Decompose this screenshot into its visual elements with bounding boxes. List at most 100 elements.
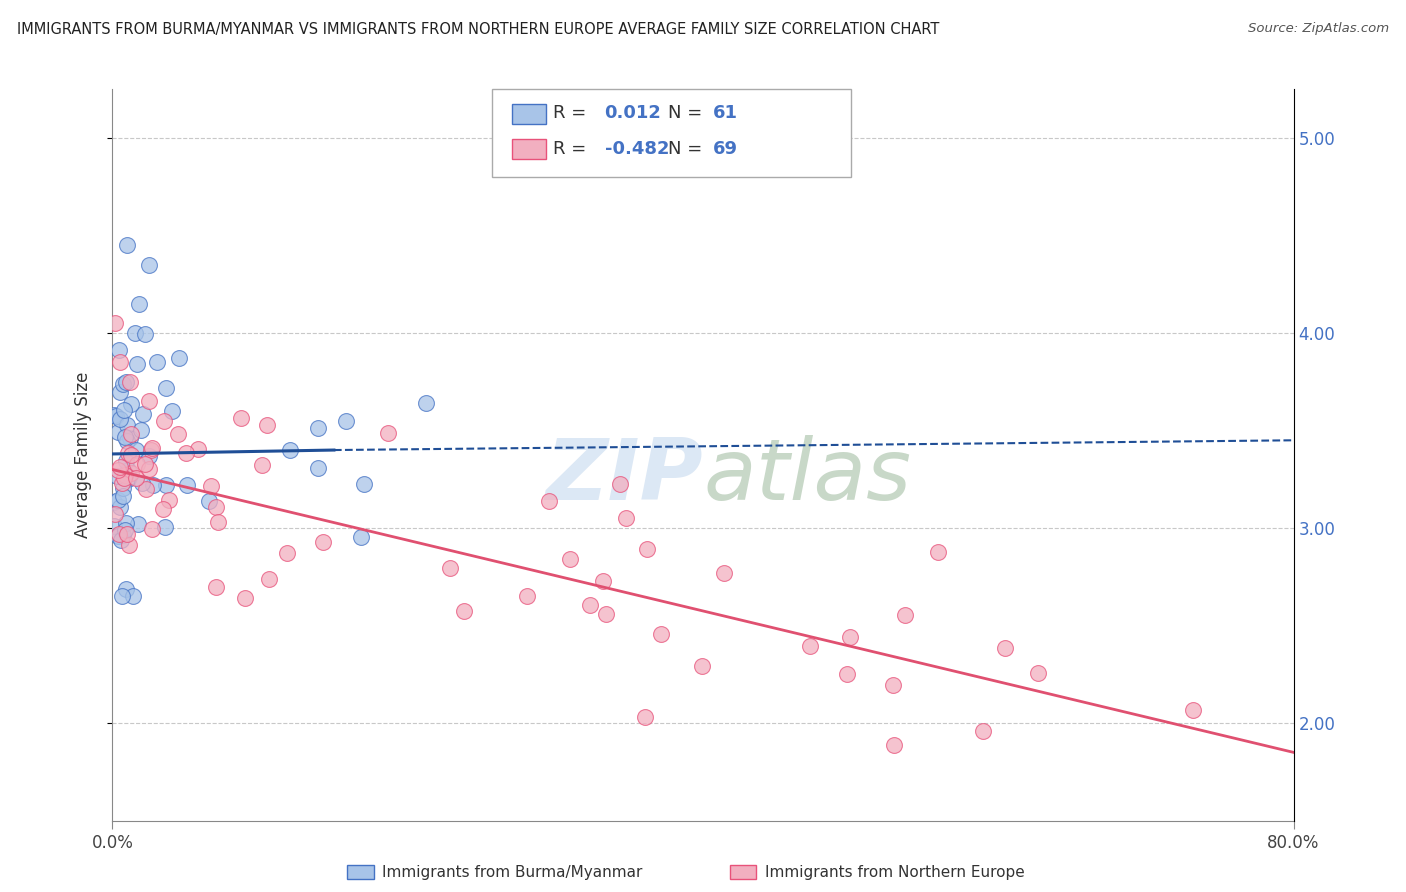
- Point: [110, 460, 132, 475]
- Point: [107, 425, 129, 439]
- Point: [141, 443, 163, 458]
- Point: [111, 489, 134, 503]
- Point: [118, 470, 141, 484]
- Point: [415, 396, 437, 410]
- Point: [176, 478, 198, 492]
- Point: [103, 494, 125, 508]
- Point: [157, 493, 180, 508]
- Text: N =: N =: [668, 140, 702, 158]
- Point: [104, 409, 127, 423]
- Point: [115, 454, 138, 468]
- Point: [713, 566, 735, 581]
- Text: ZIP: ZIP: [546, 435, 703, 518]
- Point: [115, 375, 138, 389]
- Point: [114, 429, 136, 443]
- Text: 0.012: 0.012: [605, 104, 661, 122]
- Point: [276, 546, 298, 560]
- Point: [205, 500, 228, 514]
- Point: [107, 492, 129, 507]
- Text: atlas: atlas: [703, 435, 911, 518]
- Point: [353, 477, 375, 491]
- Point: [107, 529, 129, 543]
- Point: [117, 238, 138, 252]
- Point: [120, 375, 142, 389]
- Point: [614, 511, 637, 525]
- Point: [993, 641, 1015, 656]
- Point: [634, 710, 657, 724]
- Point: [155, 381, 177, 395]
- Text: IMMIGRANTS FROM BURMA/MYANMAR VS IMMIGRANTS FROM NORTHERN EUROPE AVERAGE FAMILY : IMMIGRANTS FROM BURMA/MYANMAR VS IMMIGRA…: [17, 22, 939, 37]
- Point: [127, 517, 149, 532]
- Point: [166, 426, 188, 441]
- Point: [112, 471, 135, 485]
- Point: [111, 377, 134, 392]
- Point: [114, 516, 136, 530]
- Point: [108, 411, 131, 425]
- Point: [132, 407, 155, 421]
- Point: [894, 607, 917, 622]
- Point: [153, 520, 176, 534]
- Point: [516, 589, 538, 603]
- Text: Immigrants from Burma/Myanmar: Immigrants from Burma/Myanmar: [382, 865, 643, 880]
- Point: [120, 449, 142, 463]
- Point: [1026, 666, 1049, 681]
- Text: -0.482: -0.482: [605, 140, 669, 158]
- Point: [650, 626, 672, 640]
- Point: [186, 442, 208, 456]
- Point: [592, 574, 614, 589]
- Point: [111, 481, 134, 495]
- Point: [120, 426, 142, 441]
- Point: [111, 476, 134, 491]
- Point: [141, 522, 163, 536]
- Point: [256, 418, 278, 433]
- Point: [439, 561, 461, 575]
- Point: [453, 604, 475, 618]
- Point: [117, 527, 139, 541]
- Point: [121, 590, 143, 604]
- Point: [131, 475, 153, 490]
- Point: [141, 441, 163, 455]
- Point: [153, 414, 176, 428]
- Point: [307, 421, 329, 435]
- Point: [114, 582, 136, 596]
- Point: [312, 535, 335, 549]
- Point: [120, 397, 142, 411]
- Point: [108, 343, 131, 357]
- Point: [280, 442, 302, 457]
- Point: [146, 355, 169, 369]
- Y-axis label: Average Family Size: Average Family Size: [73, 372, 91, 538]
- Point: [108, 500, 131, 515]
- Point: [578, 599, 600, 613]
- Point: [205, 580, 228, 594]
- Point: [155, 478, 177, 492]
- Point: [135, 482, 157, 496]
- Point: [231, 411, 253, 425]
- Point: [839, 630, 862, 644]
- Text: Source: ZipAtlas.com: Source: ZipAtlas.com: [1249, 22, 1389, 36]
- Point: [103, 316, 125, 330]
- Point: [142, 478, 165, 492]
- Point: [128, 297, 150, 311]
- Text: Immigrants from Northern Europe: Immigrants from Northern Europe: [765, 865, 1025, 880]
- Text: R =: R =: [553, 140, 586, 158]
- Point: [167, 351, 190, 365]
- Point: [972, 724, 994, 739]
- Point: [176, 446, 198, 460]
- Point: [117, 471, 139, 485]
- Point: [882, 678, 904, 692]
- Point: [138, 258, 160, 272]
- Point: [152, 501, 174, 516]
- Point: [207, 515, 229, 529]
- Point: [233, 591, 256, 606]
- Point: [114, 523, 136, 537]
- Point: [558, 551, 581, 566]
- Text: 61: 61: [713, 104, 738, 122]
- Text: R =: R =: [553, 104, 586, 122]
- Text: N =: N =: [668, 104, 702, 122]
- Point: [252, 458, 274, 472]
- Point: [108, 384, 131, 399]
- Point: [837, 666, 859, 681]
- Point: [125, 442, 148, 457]
- Text: 69: 69: [713, 140, 738, 158]
- Point: [107, 527, 129, 541]
